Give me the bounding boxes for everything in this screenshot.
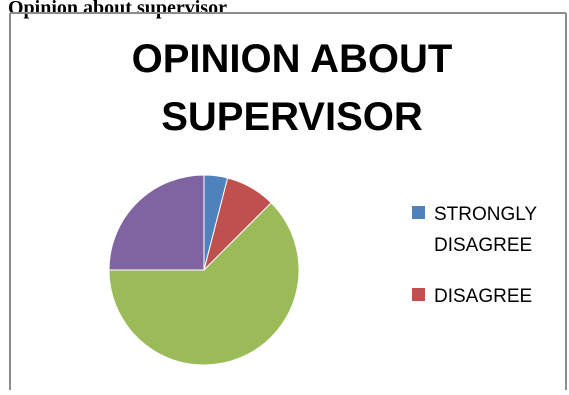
cropped-heading: Opinion about supervisor	[8, 0, 227, 19]
legend-label-1-line-2: DISAGREE	[434, 235, 532, 256]
pie-slice-3	[108, 202, 300, 366]
legend-swatch-1	[412, 206, 425, 219]
pie-slices	[108, 174, 300, 366]
legend-swatch-2	[412, 288, 425, 301]
chart-title-line-1: OPINION ABOUT	[132, 37, 453, 81]
legend-label-2-line-1: DISAGREE	[434, 286, 532, 307]
legend-label-1-line-1: STRONGLY	[434, 204, 537, 225]
chart-title-line-2: SUPERVISOR	[161, 95, 423, 139]
chart-legend: STRONGLY DISAGREE DISAGREE	[412, 204, 537, 307]
pie-slice-4	[108, 174, 205, 271]
